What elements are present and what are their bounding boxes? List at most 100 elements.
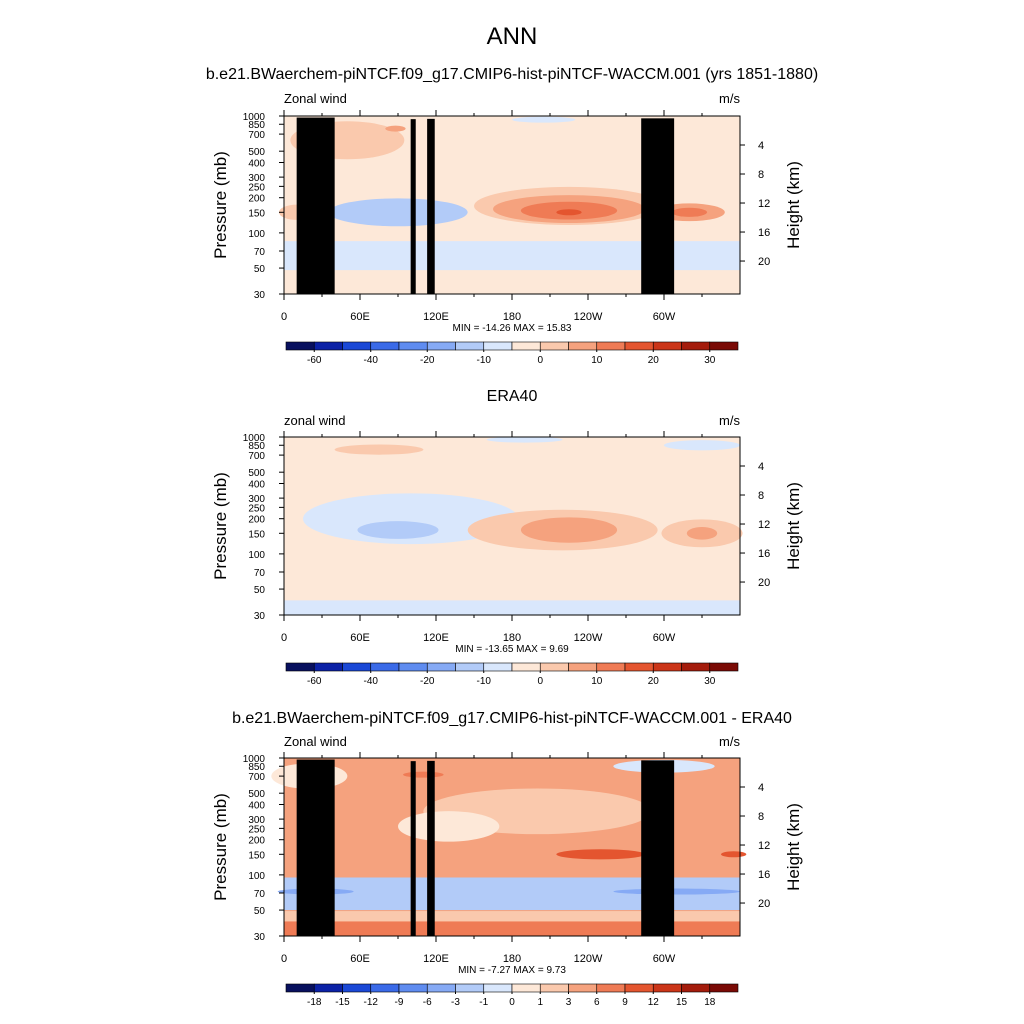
topography-mask (410, 761, 416, 936)
y-tick-label: 850 (248, 441, 265, 452)
y-tick-label: 300 (248, 173, 265, 184)
y-right-tick-label: 4 (758, 140, 764, 152)
contour-region (520, 517, 618, 543)
x-tick-label: 120E (423, 953, 449, 965)
panel-2-field (284, 436, 743, 615)
x-tick-label: 60W (653, 632, 676, 644)
panel-1-variable-label: Zonal wind (284, 91, 347, 106)
colorbar-label: -18 (307, 997, 322, 1008)
y-right-tick-label: 8 (758, 490, 764, 502)
panel-1: b.e21.BWaerchem-piNTCF.f09_g17.CMIP6-his… (206, 66, 818, 366)
colorbar-box (511, 662, 541, 672)
contour-region (328, 198, 468, 227)
y-right-tick-label: 20 (758, 898, 770, 910)
y-right-tick-label: 16 (758, 548, 770, 560)
colorbar-label: -10 (477, 676, 492, 687)
topography-mask (641, 760, 675, 936)
x-tick-label: 0 (281, 311, 287, 323)
contour-band (284, 911, 740, 922)
contour-region (403, 771, 444, 778)
colorbar-label: 9 (622, 997, 628, 1008)
panel-3: b.e21.BWaerchem-piNTCF.f09_g17.CMIP6-his… (211, 710, 803, 1008)
colorbar-label: -20 (420, 355, 435, 366)
y-tick-label: 500 (248, 468, 265, 479)
contour-region (385, 125, 406, 132)
y-tick-label: 30 (254, 290, 266, 301)
y-tick-label: 50 (254, 264, 266, 275)
topography-mask (641, 118, 675, 294)
y-right-tick-label: 4 (758, 461, 764, 473)
y-right-tick-label: 16 (758, 227, 770, 239)
colorbar-box (455, 662, 485, 672)
topography-mask (427, 760, 435, 936)
colorbar-label: 10 (591, 676, 603, 687)
y-tick-label: 30 (254, 611, 266, 622)
colorbar-box (426, 341, 456, 351)
y-tick-label: 400 (248, 159, 265, 170)
y-tick-label: 400 (248, 801, 265, 812)
colorbar-label: -20 (420, 676, 435, 687)
colorbar-label: 30 (704, 355, 716, 366)
colorbar-label: -10 (477, 355, 492, 366)
colorbar-label: 6 (594, 997, 600, 1008)
colorbar-box (511, 983, 541, 993)
y-right-tick-label: 8 (758, 811, 764, 823)
panel-3-colorbar: -18 -15 -12 -9 -6 -3 -1 0 1 3 6 9 12 15 18 (285, 983, 739, 1008)
colorbar-box (370, 341, 400, 351)
panel-1-units: m/s (719, 91, 740, 106)
y-tick-label: 300 (248, 815, 265, 826)
x-tick-label: 180 (503, 311, 521, 323)
panel-2-ylabel: Pressure (mb) (211, 472, 230, 580)
contour-region (721, 851, 747, 858)
colorbar-box (596, 983, 626, 993)
y-tick-label: 250 (248, 824, 265, 835)
colorbar-box (285, 662, 315, 672)
colorbar-label: 20 (648, 676, 660, 687)
colorbar-label: -60 (307, 676, 322, 687)
y-right-tick-label: 20 (758, 577, 770, 589)
topography-mask (410, 119, 416, 294)
colorbar-box (568, 662, 598, 672)
contour-region (303, 493, 519, 545)
colorbar-box (709, 983, 739, 993)
x-tick-label: 60E (350, 632, 370, 644)
y-tick-label: 50 (254, 585, 266, 596)
y-right-tick-label: 12 (758, 519, 770, 531)
colorbar-box (426, 983, 456, 993)
panel-3-ylabel: Pressure (mb) (211, 793, 230, 901)
colorbar-box (596, 662, 626, 672)
colorbar-label: -6 (423, 997, 432, 1008)
colorbar-box (539, 662, 569, 672)
panel-3-units: m/s (719, 734, 740, 749)
panel-1-colorbar: -60 -40 -20 -10 0 10 20 30 (285, 341, 739, 366)
colorbar-box (285, 983, 315, 993)
y-tick-label: 100 (248, 871, 265, 882)
y-tick-label: 500 (248, 147, 265, 158)
colorbar-box (652, 341, 682, 351)
colorbar-label: 1 (537, 997, 543, 1008)
colorbar-box (342, 662, 372, 672)
colorbar-box (313, 341, 343, 351)
contour-region (556, 209, 582, 216)
panel-2: ERA40 zonal wind m/s 0 60E 120E 180 120W 60W 3… (211, 388, 803, 687)
y-tick-label: 850 (248, 762, 265, 773)
panel-1-topography (296, 117, 675, 294)
colorbar-box (652, 983, 682, 993)
y-tick-label: 300 (248, 494, 265, 505)
colorbar-box (398, 341, 428, 351)
colorbar-box (313, 662, 343, 672)
x-tick-label: 60W (653, 311, 676, 323)
colorbar-label: -40 (364, 676, 379, 687)
colorbar-label: 20 (648, 355, 660, 366)
y-tick-label: 250 (248, 503, 265, 514)
colorbar-box (596, 341, 626, 351)
colorbar-label: -40 (364, 355, 379, 366)
y-tick-label: 200 (248, 194, 265, 205)
panel-3-topography (296, 759, 675, 936)
contour-region (671, 207, 708, 217)
colorbar-box (539, 983, 569, 993)
y-tick-label: 100 (248, 229, 265, 240)
y-tick-label: 150 (248, 850, 265, 861)
x-tick-label: 120W (574, 632, 603, 644)
x-tick-label: 120E (423, 632, 449, 644)
